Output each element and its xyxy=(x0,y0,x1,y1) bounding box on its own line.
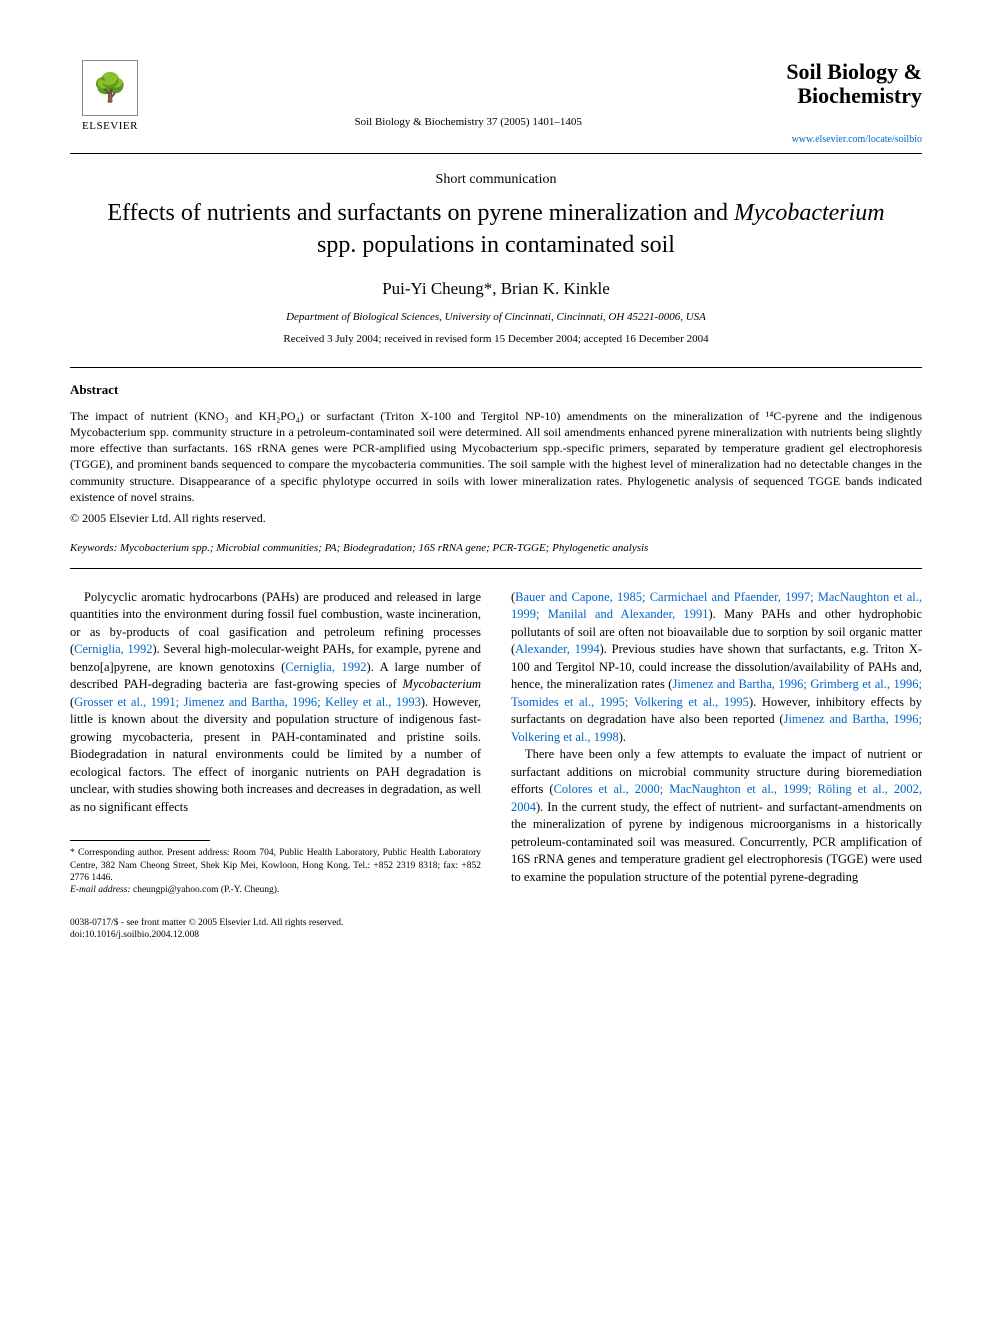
column-right: (Bauer and Capone, 1985; Carmichael and … xyxy=(511,589,922,942)
journal-title-line1: Soil Biology & xyxy=(786,59,922,84)
email-address: cheungpi@yahoo.com (P.-Y. Cheung). xyxy=(133,885,279,895)
citation-center: Soil Biology & Biochemistry 37 (2005) 14… xyxy=(150,60,786,134)
abstract-heading: Abstract xyxy=(70,382,922,398)
publisher-block: 🌳 ELSEVIER xyxy=(70,60,150,132)
citation-line: Soil Biology & Biochemistry 37 (2005) 14… xyxy=(150,116,786,128)
authors: Pui-Yi Cheung*, Brian K. Kinkle xyxy=(70,279,922,299)
logo-glyph: 🌳 xyxy=(93,71,128,105)
citation-link[interactable]: Cerniglia, 1992 xyxy=(74,642,152,656)
citation-link[interactable]: Grosser et al., 1991; Jimenez and Bartha… xyxy=(74,695,421,709)
body-para-2: There have been only a few attempts to e… xyxy=(511,746,922,886)
keywords-text: Mycobacterium spp.; Microbial communitie… xyxy=(120,542,648,554)
text-run: ). xyxy=(619,730,626,744)
abstract-copyright: © 2005 Elsevier Ltd. All rights reserved… xyxy=(70,511,922,526)
header-divider xyxy=(70,153,922,154)
email-label: E-mail address: xyxy=(70,885,133,895)
keywords-bottom-rule xyxy=(70,568,922,569)
email-footnote: E-mail address: cheungpi@yahoo.com (P.-Y… xyxy=(70,884,481,896)
citation-link[interactable]: Alexander, 1994 xyxy=(515,642,599,656)
keywords-label: Keywords: xyxy=(70,542,120,554)
body-columns: Polycyclic aromatic hydrocarbons (PAHs) … xyxy=(70,589,922,942)
page-header: 🌳 ELSEVIER Soil Biology & Biochemistry 3… xyxy=(70,60,922,145)
title-italic: Mycobacterium xyxy=(734,200,885,226)
article-type: Short communication xyxy=(70,172,922,188)
corresponding-footnote: * Corresponding author. Present address:… xyxy=(70,847,481,884)
footer-meta: 0038-0717/$ - see front matter © 2005 El… xyxy=(70,917,481,942)
genus-italic: Mycobacterium xyxy=(403,677,481,691)
footnote-rule xyxy=(70,840,210,841)
journal-title-line2: Biochemistry xyxy=(797,83,922,108)
issn-line: 0038-0717/$ - see front matter © 2005 El… xyxy=(70,917,481,929)
article-title: Effects of nutrients and surfactants on … xyxy=(70,198,922,260)
text-run: ). However, little is known about the di… xyxy=(70,695,481,814)
body-para-1: Polycyclic aromatic hydrocarbons (PAHs) … xyxy=(70,589,481,817)
publisher-name: ELSEVIER xyxy=(82,120,138,132)
citation-link[interactable]: Cerniglia, 1992 xyxy=(285,660,366,674)
journal-title: Soil Biology & Biochemistry xyxy=(786,60,922,114)
abstract-top-rule xyxy=(70,367,922,368)
journal-box: Soil Biology & Biochemistry www.elsevier… xyxy=(786,60,922,145)
doi-line: doi:10.1016/j.soilbio.2004.12.008 xyxy=(70,929,481,941)
column-left: Polycyclic aromatic hydrocarbons (PAHs) … xyxy=(70,589,481,942)
text-run: ). In the current study, the effect of n… xyxy=(511,800,922,884)
body-para-1-cont: (Bauer and Capone, 1985; Carmichael and … xyxy=(511,589,922,747)
title-part1: Effects of nutrients and surfactants on … xyxy=(107,200,734,226)
journal-url-link[interactable]: www.elsevier.com/locate/soilbio xyxy=(786,134,922,145)
article-dates: Received 3 July 2004; received in revise… xyxy=(70,333,922,345)
keywords-line: Keywords: Mycobacterium spp.; Microbial … xyxy=(70,542,922,554)
abstract-text: The impact of nutrient (KNO₃ and KH₂PO₄)… xyxy=(70,408,922,505)
affiliation: Department of Biological Sciences, Unive… xyxy=(70,311,922,323)
title-part2: spp. populations in contaminated soil xyxy=(317,232,675,258)
elsevier-tree-icon: 🌳 xyxy=(82,60,138,116)
